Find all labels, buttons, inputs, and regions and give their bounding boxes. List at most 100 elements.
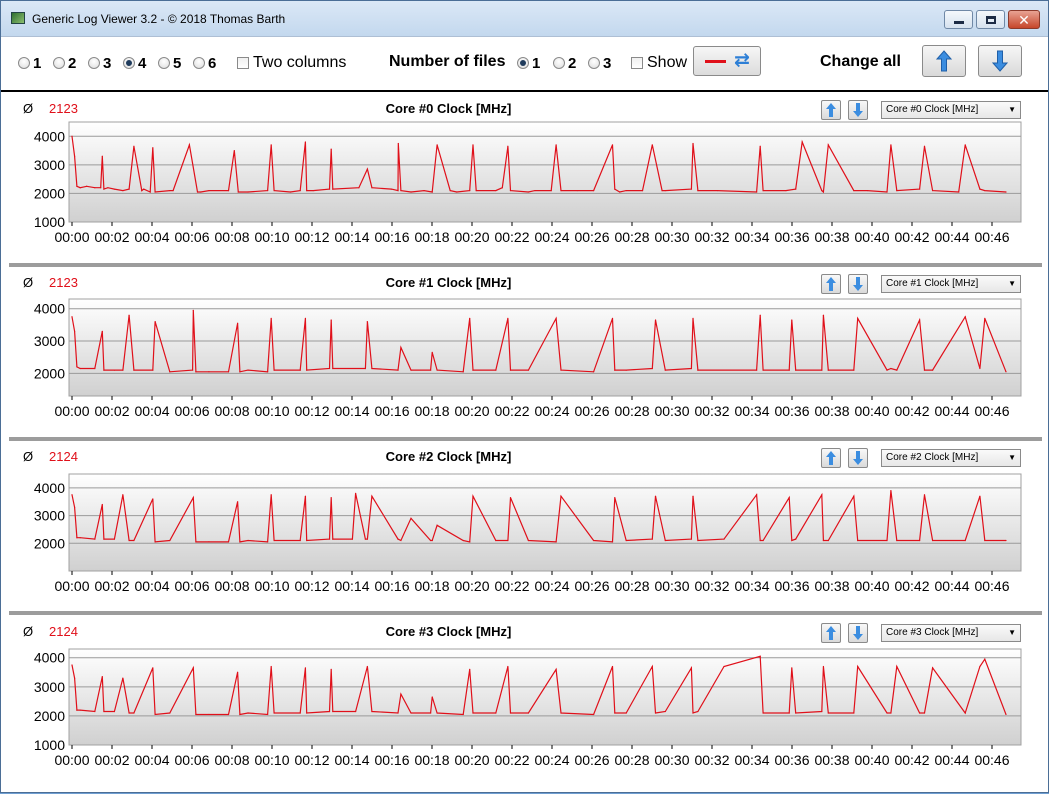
data-point bbox=[351, 538, 353, 540]
maximize-button[interactable] bbox=[976, 10, 1005, 29]
move-chart-up-button[interactable] bbox=[821, 274, 841, 294]
data-point bbox=[436, 712, 438, 714]
data-point bbox=[1005, 539, 1007, 542]
channel-select[interactable]: Core #0 Clock [MHz] ▼ bbox=[881, 101, 1021, 119]
move-chart-down-button[interactable] bbox=[848, 623, 868, 643]
data-point bbox=[247, 539, 249, 542]
data-point bbox=[410, 191, 412, 193]
x-tick-label: 00:32 bbox=[694, 403, 729, 419]
rows-radio-6[interactable]: 6 bbox=[193, 54, 216, 72]
data-point bbox=[495, 189, 497, 192]
data-point bbox=[462, 539, 464, 542]
data-point bbox=[237, 322, 239, 324]
x-tick-label: 00:46 bbox=[974, 229, 1009, 245]
arrow-down-icon bbox=[853, 277, 863, 291]
data-point bbox=[101, 676, 103, 678]
data-point bbox=[76, 185, 78, 187]
move-all-up-button[interactable] bbox=[922, 45, 966, 77]
data-point bbox=[651, 538, 653, 540]
data-point bbox=[886, 539, 888, 542]
channel-select[interactable]: Core #2 Clock [MHz] ▼ bbox=[881, 449, 1021, 467]
move-chart-up-button[interactable] bbox=[821, 100, 841, 120]
data-point bbox=[919, 712, 921, 714]
data-point bbox=[801, 141, 803, 143]
title-bar[interactable]: Generic Log Viewer 3.2 - © 2018 Thomas B… bbox=[1, 1, 1048, 37]
x-tick-label: 00:06 bbox=[174, 578, 209, 594]
rows-radio-2[interactable]: 2 bbox=[53, 54, 76, 72]
close-button[interactable]: ✕ bbox=[1008, 10, 1040, 29]
channel-select[interactable]: Core #3 Clock [MHz] ▼ bbox=[881, 624, 1021, 642]
series-line bbox=[71, 490, 1006, 543]
x-tick-label: 00:18 bbox=[414, 229, 449, 245]
data-point bbox=[299, 712, 301, 714]
rows-radio-3[interactable]: 3 bbox=[88, 54, 111, 72]
radio-indicator bbox=[193, 57, 205, 69]
channel-select[interactable]: Core #1 Clock [MHz] ▼ bbox=[881, 275, 1021, 293]
x-tick-label: 00:22 bbox=[494, 229, 529, 245]
move-chart-up-button[interactable] bbox=[821, 448, 841, 468]
data-point bbox=[507, 539, 509, 542]
data-point bbox=[964, 144, 966, 146]
rows-radio-5[interactable]: 5 bbox=[158, 54, 181, 72]
x-tick-label: 00:12 bbox=[294, 752, 329, 768]
x-tick-label: 00:38 bbox=[814, 752, 849, 768]
x-tick-label: 00:12 bbox=[294, 229, 329, 245]
x-tick-label: 00:06 bbox=[174, 752, 209, 768]
data-point bbox=[306, 369, 308, 371]
data-point bbox=[239, 541, 241, 543]
move-chart-down-button[interactable] bbox=[848, 274, 868, 294]
x-tick-label: 00:16 bbox=[374, 229, 409, 245]
minimize-button[interactable] bbox=[944, 10, 973, 29]
move-chart-down-button[interactable] bbox=[848, 448, 868, 468]
data-point bbox=[299, 369, 301, 371]
files-radio-2[interactable]: 2 bbox=[553, 54, 576, 72]
radio-indicator bbox=[588, 57, 600, 69]
chevron-down-icon: ▼ bbox=[1008, 453, 1016, 462]
files-radio-1[interactable]: 1 bbox=[517, 54, 540, 72]
two-columns-checkbox[interactable]: Two columns bbox=[237, 54, 346, 72]
data-point bbox=[332, 538, 334, 540]
x-tick-label: 00:46 bbox=[974, 578, 1009, 594]
data-point bbox=[79, 367, 81, 370]
data-point bbox=[270, 494, 272, 496]
data-point bbox=[149, 191, 151, 193]
x-tick-label: 00:14 bbox=[334, 578, 369, 594]
data-point bbox=[853, 712, 855, 714]
data-point bbox=[397, 712, 399, 714]
data-point bbox=[188, 144, 190, 146]
x-tick-label: 00:34 bbox=[734, 578, 769, 594]
y-tick-label: 1000 bbox=[34, 737, 65, 753]
x-tick-label: 00:02 bbox=[94, 229, 129, 245]
data-point bbox=[299, 539, 301, 542]
data-point bbox=[94, 187, 96, 189]
x-tick-label: 00:32 bbox=[694, 229, 729, 245]
show-checkbox[interactable]: Show bbox=[631, 54, 687, 72]
move-chart-up-button[interactable] bbox=[821, 623, 841, 643]
x-tick-label: 00:20 bbox=[454, 578, 489, 594]
files-radio-3[interactable]: 3 bbox=[588, 54, 611, 72]
data-point bbox=[289, 191, 292, 193]
line-color-button[interactable]: ⇄ bbox=[693, 46, 761, 76]
x-tick-label: 00:26 bbox=[574, 752, 609, 768]
data-point bbox=[355, 710, 357, 713]
data-point bbox=[896, 665, 898, 668]
x-tick-label: 00:24 bbox=[534, 403, 569, 419]
rows-radio-4[interactable]: 4 bbox=[123, 54, 146, 72]
data-point bbox=[397, 538, 399, 540]
data-point bbox=[192, 369, 194, 371]
data-point bbox=[208, 189, 210, 192]
x-tick-label: 00:22 bbox=[494, 752, 529, 768]
move-chart-down-button[interactable] bbox=[848, 100, 868, 120]
y-tick-label: 3000 bbox=[34, 679, 65, 695]
data-point bbox=[932, 369, 934, 371]
rows-radio-1[interactable]: 1 bbox=[18, 54, 41, 72]
x-tick-label: 00:20 bbox=[454, 229, 489, 245]
data-point bbox=[664, 369, 666, 371]
data-point bbox=[143, 188, 145, 190]
x-tick-label: 00:44 bbox=[934, 403, 969, 419]
data-point bbox=[475, 189, 477, 192]
data-point bbox=[237, 191, 239, 193]
move-all-down-button[interactable] bbox=[978, 45, 1022, 77]
data-point bbox=[304, 495, 307, 497]
